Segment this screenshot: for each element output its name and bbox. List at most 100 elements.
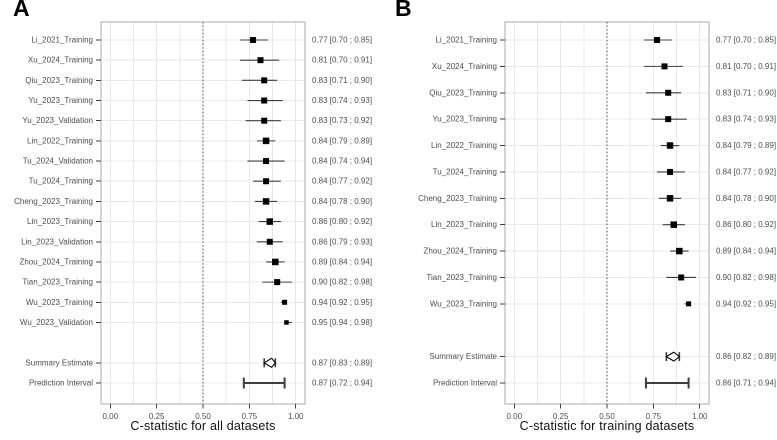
estimate-text: 0.90 [0.82 ; 0.98] — [312, 278, 372, 287]
x-tick-label: 0.75 — [646, 412, 662, 421]
study-label: Zhou_2024_Training — [423, 247, 497, 256]
study-label: Yu_2023_Training — [28, 96, 93, 105]
study-marker — [257, 57, 264, 64]
study-label: Li_2021_Training — [31, 36, 93, 45]
study-label: Lin_2022_Training — [431, 141, 497, 150]
estimate-text: 0.84 [0.79 ; 0.89] — [312, 136, 372, 145]
estimate-text: 0.83 [0.71 ; 0.90] — [312, 76, 372, 85]
x-tick-label: 1.00 — [692, 412, 708, 421]
study-label: Cheng_2023_Training — [418, 194, 497, 203]
study-label: Lin_2022_Training — [27, 136, 93, 145]
estimate-text: 0.86 [0.79 ; 0.93] — [312, 237, 372, 246]
panel-letter-b: B — [395, 0, 412, 21]
study-marker — [262, 198, 270, 205]
estimate-text: 0.83 [0.73 ; 0.92] — [312, 116, 372, 125]
study-label: Tu_2024_Validation — [23, 157, 93, 166]
estimate-text: 0.87 [0.72 ; 0.94] — [312, 379, 372, 388]
estimate-text: 0.86 [0.80 ; 0.92] — [312, 217, 372, 226]
estimate-text: 0.84 [0.79 ; 0.89] — [716, 141, 776, 150]
estimate-text: 0.81 [0.70 ; 0.91] — [716, 62, 776, 71]
x-tick-label: 0.00 — [102, 412, 118, 421]
study-marker — [654, 37, 661, 43]
x-tick-label: 0.25 — [149, 412, 165, 421]
prediction-label: Prediction Interval — [433, 379, 497, 388]
estimate-text: 0.89 [0.84 ; 0.94] — [312, 257, 372, 266]
study-marker — [665, 89, 672, 96]
x-tick-label: 1.00 — [288, 412, 304, 421]
estimate-text: 0.86 [0.80 ; 0.92] — [716, 220, 776, 229]
x-tick-label: 0.75 — [242, 412, 258, 421]
study-label: Qiu_2023_Training — [25, 76, 93, 85]
summary-label: Summary Estimate — [429, 352, 497, 361]
study-label: Li_2021_Training — [435, 36, 497, 45]
estimate-text: 0.84 [0.78 ; 0.90] — [716, 194, 776, 203]
estimate-text: 0.95 [0.94 ; 0.98] — [312, 318, 372, 327]
x-axis-title-b: C-statistic for training datasets — [519, 419, 695, 433]
estimate-text: 0.86 [0.71 ; 0.94] — [716, 379, 776, 388]
summary-diamond — [263, 357, 277, 369]
study-label: Lin_2023_Training — [27, 217, 93, 226]
study-marker — [676, 247, 683, 255]
study-marker — [266, 238, 273, 245]
estimate-text: 0.86 [0.82 ; 0.89] — [716, 352, 776, 361]
x-tick-label: 0.50 — [195, 412, 211, 421]
estimate-text: 0.83 [0.74 ; 0.93] — [716, 115, 776, 124]
study-label: Lin_2023_Validation — [21, 237, 93, 246]
study-marker — [250, 37, 257, 43]
estimate-text: 0.83 [0.74 ; 0.93] — [312, 96, 372, 105]
study-marker — [284, 320, 289, 325]
estimate-text: 0.84 [0.74 ; 0.94] — [312, 157, 372, 166]
study-label: Yu_2023_Training — [432, 115, 497, 124]
estimate-text: 0.89 [0.84 ; 0.94] — [716, 247, 776, 256]
study-marker — [261, 117, 268, 124]
study-marker — [282, 299, 288, 305]
study-marker — [670, 221, 678, 228]
estimate-text: 0.84 [0.78 ; 0.90] — [312, 197, 372, 206]
x-tick-label: 0.25 — [553, 412, 569, 421]
study-label: Yu_2023_Validation — [22, 116, 93, 125]
study-marker — [678, 274, 685, 281]
estimate-text: 0.81 [0.70 ; 0.91] — [312, 56, 372, 65]
x-tick-label: 0.50 — [599, 412, 615, 421]
study-label: Tu_2024_Training — [433, 167, 497, 176]
summary-label: Summary Estimate — [25, 358, 93, 367]
study-marker — [661, 63, 668, 70]
study-label: Wu_2023_Training — [430, 299, 497, 308]
estimate-text: 0.87 [0.83 ; 0.89] — [312, 358, 372, 367]
study-label: Cheng_2023_Training — [14, 197, 93, 206]
estimate-text: 0.84 [0.77 ; 0.92] — [716, 167, 776, 176]
estimate-text: 0.84 [0.77 ; 0.92] — [312, 177, 372, 186]
study-label: Zhou_2024_Training — [19, 257, 93, 266]
study-marker — [261, 97, 268, 104]
study-marker — [261, 77, 268, 84]
study-label: Tian_2023_Training — [22, 278, 93, 287]
study-marker — [262, 137, 270, 145]
estimate-text: 0.90 [0.82 ; 0.98] — [716, 273, 776, 282]
study-marker — [263, 158, 270, 165]
study-label: Wu_2023_Training — [26, 298, 93, 307]
summary-diamond — [665, 351, 681, 362]
study-label: Wu_2023_Validation — [20, 318, 93, 327]
study-label: Xu_2024_Training — [28, 56, 93, 65]
study-marker — [665, 116, 672, 123]
estimate-text: 0.77 [0.70 ; 0.85] — [312, 36, 372, 45]
study-marker — [686, 301, 692, 307]
x-axis-title-a: C-statistic for all datasets — [130, 419, 276, 433]
prediction-label: Prediction Interval — [29, 379, 93, 388]
study-label: Lin_2023_Training — [431, 220, 497, 229]
study-label: Qiu_2023_Training — [429, 88, 497, 97]
estimate-text: 0.94 [0.92 ; 0.95] — [312, 298, 372, 307]
panel-letter-a: A — [13, 0, 30, 21]
study-marker — [266, 218, 274, 225]
estimate-text: 0.77 [0.70 ; 0.85] — [716, 36, 776, 45]
study-marker — [272, 258, 279, 266]
x-tick-label: 0.00 — [506, 412, 522, 421]
estimate-text: 0.94 [0.92 ; 0.95] — [716, 299, 776, 308]
study-marker — [667, 168, 674, 175]
study-marker — [263, 178, 270, 185]
study-label: Tu_2024_Training — [29, 177, 93, 186]
estimate-text: 0.83 [0.71 ; 0.90] — [716, 88, 776, 97]
study-label: Xu_2024_Training — [432, 62, 497, 71]
study-marker — [274, 279, 281, 286]
